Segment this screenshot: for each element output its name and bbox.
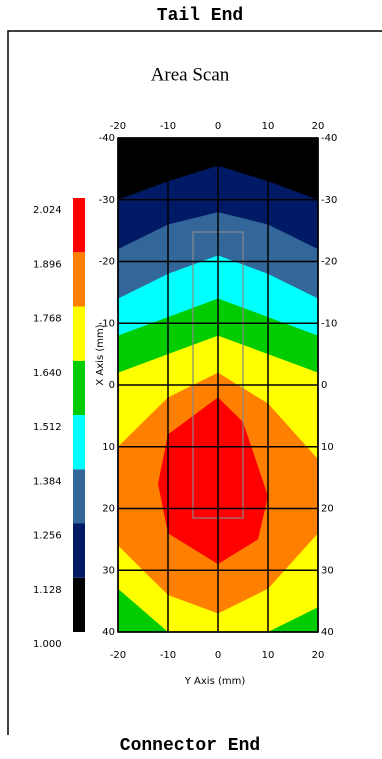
y-tick-label: -20	[321, 257, 337, 268]
colorbar-label: 1.128	[33, 585, 62, 596]
y-tick-label: 40	[102, 627, 115, 638]
x-tick-label: 0	[215, 650, 221, 661]
x-tick-label: -10	[160, 121, 176, 132]
x-tick-label: 20	[312, 121, 325, 132]
chart-title: Area Scan	[151, 64, 230, 85]
x-tick-label: 20	[312, 650, 325, 661]
y-axis-label: X Axis (mm)	[95, 324, 106, 385]
colorbar-band	[73, 577, 85, 632]
y-tick-label: 10	[102, 442, 115, 453]
y-tick-label: 40	[321, 627, 334, 638]
colorbar-label: 1.256	[33, 531, 62, 542]
x-tick-label: 10	[262, 121, 275, 132]
colorbar-label: 1.768	[33, 314, 62, 325]
colorbar-band	[73, 198, 85, 253]
y-tick-label: -40	[321, 133, 337, 144]
y-tick-label: 10	[321, 442, 334, 453]
y-tick-label: 0	[321, 380, 327, 391]
x-tick-label: 0	[215, 121, 221, 132]
x-tick-label: -20	[110, 121, 126, 132]
contour-region	[158, 397, 268, 565]
y-tick-label: -10	[321, 318, 337, 329]
y-tick-label: 0	[109, 380, 115, 391]
y-tick-label: -30	[321, 195, 337, 206]
x-tick-label: -10	[160, 650, 176, 661]
colorbar-label: 2.024	[33, 205, 62, 216]
colorbar-band	[73, 415, 85, 470]
x-tick-label: 10	[262, 650, 275, 661]
x-tick-label: -20	[110, 650, 126, 661]
y-tick-label: 30	[321, 565, 334, 576]
colorbar-label: 1.896	[33, 259, 62, 270]
y-tick-label: -20	[99, 257, 115, 268]
y-tick-label: 20	[321, 504, 334, 515]
y-tick-label: -40	[99, 133, 115, 144]
colorbar-band	[73, 523, 85, 578]
plot-border	[117, 137, 319, 633]
colorbar-band	[73, 360, 85, 415]
frame	[7, 30, 382, 735]
y-tick-label: 20	[102, 504, 115, 515]
colorbar-band	[73, 469, 85, 524]
footer: Connector End	[120, 736, 260, 756]
colorbar-label: 1.640	[33, 368, 62, 379]
colorbar-label: 1.384	[33, 476, 62, 487]
y-tick-label: -10	[99, 318, 115, 329]
y-tick-label: -30	[99, 195, 115, 206]
header: Tail End	[157, 6, 243, 26]
colorbar-label: 1.512	[33, 422, 62, 433]
colorbar-band	[73, 252, 85, 307]
colorbar-band	[73, 306, 85, 361]
x-axis-label: Y Axis (mm)	[184, 676, 246, 687]
y-tick-label: 30	[102, 565, 115, 576]
colorbar-label: 1.000	[33, 639, 62, 650]
